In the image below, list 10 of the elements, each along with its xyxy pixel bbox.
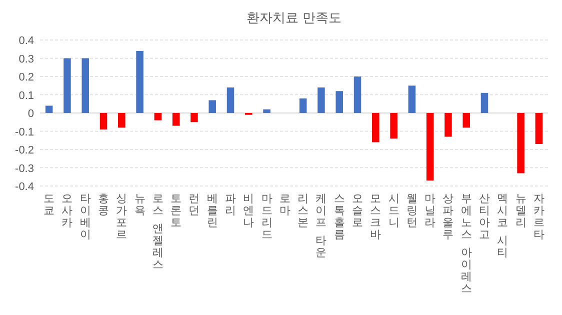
y-tick-label: -0.3 [15, 162, 34, 175]
title: 환자치료 만족도 [246, 10, 342, 25]
y-tick-label: 0 [28, 108, 34, 120]
y-tick-label: -0.2 [15, 144, 34, 156]
y-tick-label: 0.4 [18, 35, 34, 47]
y-tick-label: 0.3 [18, 53, 34, 66]
y-tick-label: 0.2 [18, 72, 34, 84]
y-tick-label: -0.1 [15, 126, 34, 138]
y-tick-label: 0.1 [18, 90, 34, 102]
y-tick-label: -0.4 [15, 181, 34, 193]
